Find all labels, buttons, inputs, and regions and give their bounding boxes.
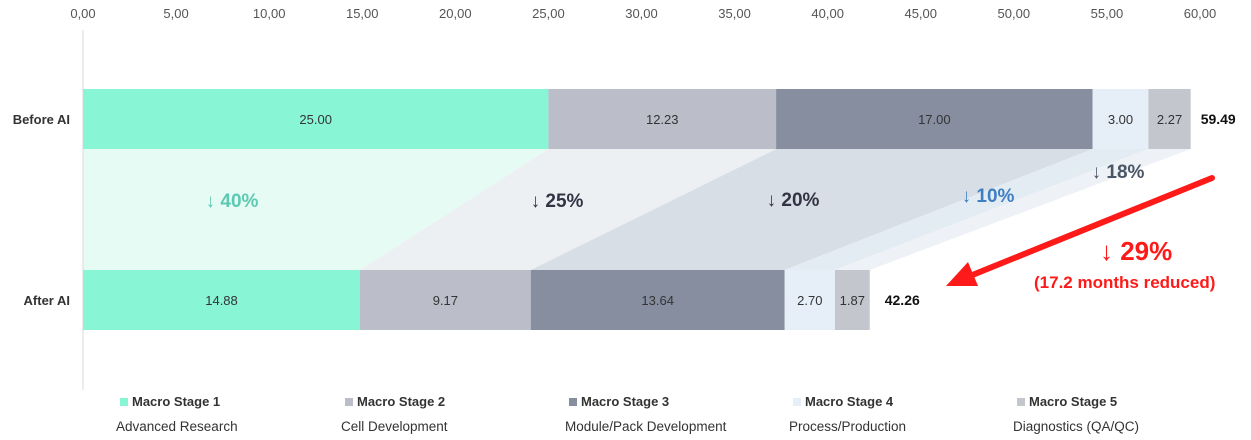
legend-swatch (569, 398, 577, 406)
segment-value-label: 14.88 (205, 293, 238, 308)
bar-segment (360, 270, 531, 330)
bar-segment (530, 270, 785, 330)
legend-label: Macro Stage 1 (132, 394, 221, 409)
x-tick-label: 20,00 (439, 6, 472, 21)
legend-item-stage-3: Macro Stage 3 Module/Pack Development (565, 394, 726, 434)
legend-stage: Module/Pack Development (565, 419, 727, 434)
legend-item-stage-2: Macro Stage 2 Cell Development (341, 394, 448, 434)
legend-swatch (345, 398, 353, 406)
callout-detail: (17.2 months reduced) (1034, 273, 1216, 292)
bar-segment (1148, 89, 1191, 149)
x-tick-label: 55,00 (1091, 6, 1124, 21)
segment-value-label: 3.00 (1108, 112, 1133, 127)
segment-value-label: 1.87 (840, 293, 865, 308)
bar-segment (784, 270, 835, 330)
reduction-band (360, 149, 777, 270)
x-tick-label: 40,00 (811, 6, 844, 21)
legend-item-stage-5: Macro Stage 5 Diagnostics (QA/QC) (1013, 394, 1139, 434)
x-tick-label: 0,00 (70, 6, 95, 21)
callout-arrow-shaft (962, 175, 1215, 281)
segment-value-label: 25.00 (299, 112, 332, 127)
reduction-label: ↓ 25% (531, 191, 584, 212)
x-tick-label: 10,00 (253, 6, 286, 21)
bars: Before AI 25.00 12.23 17.00 3.00 2.27 59.49 Aft… (13, 89, 1236, 330)
callout-headline: ↓ 29% (1100, 236, 1173, 266)
legend-swatch (120, 398, 128, 406)
segment-value-label: 2.27 (1157, 112, 1182, 127)
bar-segment (1092, 89, 1149, 149)
x-axis: 0,00 5,00 10,00 15,00 20,00 25,00 30,00 35,00 40… (70, 6, 1216, 390)
legend-item-stage-1: Macro Stage 1 Advanced Research (116, 394, 238, 434)
x-tick-label: 5,00 (163, 6, 188, 21)
category-label: Before AI (13, 112, 70, 127)
reduction-label: ↓ 18% (1092, 162, 1145, 183)
legend-label: Macro Stage 2 (357, 394, 446, 409)
legend-stage: Cell Development (341, 419, 448, 434)
bar-segment (83, 89, 549, 149)
legend-label: Macro Stage 5 (1029, 394, 1118, 409)
category-label: After AI (24, 293, 70, 308)
x-tick-label: 60,00 (1184, 6, 1217, 21)
bar-segment (776, 89, 1093, 149)
reduction-band (834, 149, 1191, 270)
legend-item-stage-4: Macro Stage 4 Process/Production (789, 394, 906, 434)
segment-value-label: 2.70 (797, 293, 822, 308)
x-tick-label: 50,00 (998, 6, 1031, 21)
total-label: 42.26 (885, 292, 920, 308)
segment-value-label: 17.00 (918, 112, 951, 127)
x-tick-label: 35,00 (718, 6, 751, 21)
reduction-label: ↓ 20% (767, 190, 820, 211)
total-label: 59.49 (1201, 111, 1236, 127)
legend-stage: Diagnostics (QA/QC) (1013, 419, 1140, 434)
bar-segment (834, 270, 870, 330)
reduction-band (784, 149, 1149, 270)
callout-arrow-head (946, 262, 978, 286)
reduction-band (530, 149, 1093, 270)
reduction-label: ↓ 10% (962, 186, 1015, 207)
reduction-bands (83, 149, 1191, 270)
reduction-band (83, 149, 549, 270)
x-tick-label: 30,00 (625, 6, 658, 21)
legend-label: Macro Stage 3 (581, 394, 670, 409)
x-tick-label: 15,00 (346, 6, 379, 21)
reduction-labels: ↓ 40% ↓ 25% ↓ 20% ↓ 10% ↓ 18% (206, 162, 1145, 212)
legend-swatch (1017, 398, 1025, 406)
legend-stage: Advanced Research (116, 419, 238, 434)
legend-swatch (793, 398, 801, 406)
callout-arrow (946, 175, 1215, 286)
segment-value-label: 9.17 (433, 293, 458, 308)
bar-segment (83, 270, 361, 330)
legend-label: Macro Stage 4 (805, 394, 894, 409)
segment-value-label: 13.64 (641, 293, 674, 308)
segment-value-label: 12.23 (646, 112, 679, 127)
legend-stage: Process/Production (789, 419, 907, 434)
bar-segment (548, 89, 777, 149)
x-tick-label: 25,00 (532, 6, 565, 21)
x-tick-label: 45,00 (904, 6, 937, 21)
reduction-label: ↓ 40% (206, 191, 259, 212)
